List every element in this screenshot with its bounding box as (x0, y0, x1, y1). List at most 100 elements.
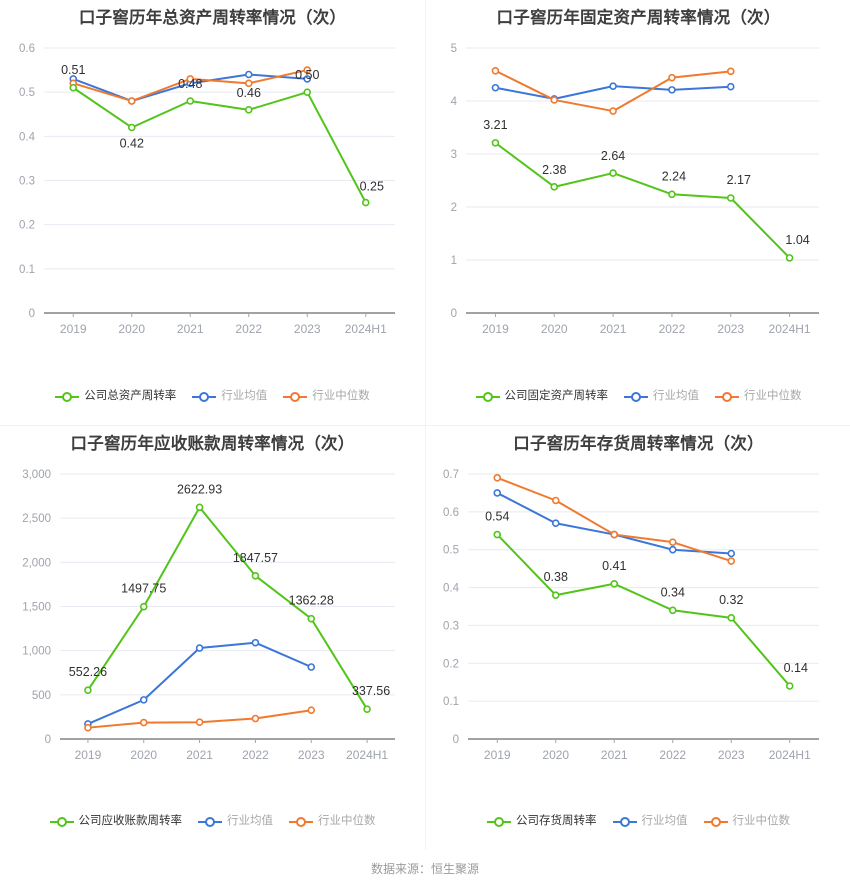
svg-text:0.7: 0.7 (443, 469, 459, 481)
legend-item-label: 行业均值 (221, 390, 268, 403)
svg-text:2020: 2020 (542, 748, 569, 762)
legend-item-label: 行业中位数 (732, 815, 791, 828)
svg-text:1497.75: 1497.75 (121, 582, 166, 596)
svg-text:0.3: 0.3 (443, 620, 459, 632)
svg-text:0.50: 0.50 (295, 68, 319, 82)
svg-text:0.2: 0.2 (443, 658, 459, 670)
svg-text:2,500: 2,500 (22, 513, 51, 525)
svg-text:2023: 2023 (294, 322, 321, 336)
legend-item-label: 公司固定资产周转率 (504, 390, 609, 403)
legend-item-label: 公司应收账款周转率 (78, 815, 183, 828)
legend-item[interactable]: 行业中位数 (715, 391, 802, 403)
svg-text:0.32: 0.32 (719, 593, 743, 607)
svg-text:2019: 2019 (484, 748, 511, 762)
svg-text:2022: 2022 (235, 322, 262, 336)
svg-text:0: 0 (451, 308, 457, 320)
svg-text:1.04: 1.04 (785, 233, 809, 247)
svg-text:0.34: 0.34 (661, 585, 685, 599)
svg-text:2019: 2019 (482, 322, 509, 336)
svg-text:2023: 2023 (298, 748, 325, 762)
legend-marker-icon (475, 391, 500, 403)
svg-text:0.41: 0.41 (602, 559, 626, 573)
svg-text:3,000: 3,000 (22, 469, 51, 481)
legend-marker-icon (715, 391, 739, 403)
svg-text:0.48: 0.48 (178, 77, 202, 91)
svg-text:2021: 2021 (601, 748, 628, 762)
chart-panel-receivables-turnover: 口子窖历年应收账款周转率情况（次） 0 500 1,000 1,500 2,000 2,5… (0, 425, 425, 850)
svg-text:337.56: 337.56 (352, 684, 390, 698)
svg-text:3: 3 (451, 149, 457, 161)
legend-marker-icon (55, 391, 80, 403)
chart-plot-area: 0 0.1 0.2 0.3 0.4 0.5 0.6 2019 2020 2021 2022 2023 2… (0, 30, 425, 340)
legend-item[interactable]: 行业中位数 (283, 391, 370, 403)
legend-item[interactable]: 行业中位数 (289, 816, 376, 828)
chart-plot-area: 0 0.1 0.2 0.3 0.4 0.5 0.6 0.7 2019 2020 2021 2022 20… (426, 456, 850, 766)
legend-item[interactable]: 行业中位数 (703, 815, 791, 828)
legend-item[interactable]: 公司固定资产周转率 (475, 390, 609, 403)
chart-panel-fixed-asset-turnover: 口子窖历年固定资产周转率情况（次） 0 1 2 3 4 5 2019 2020 2021 2022… (425, 0, 850, 425)
svg-text:4: 4 (451, 96, 458, 108)
legend-item[interactable]: 公司存货周转率 (487, 816, 597, 828)
legend-marker-icon (612, 816, 637, 828)
svg-text:2022: 2022 (659, 748, 686, 762)
svg-text:2022: 2022 (659, 322, 686, 336)
svg-text:0.3: 0.3 (19, 176, 35, 188)
chart-title: 口子窖历年应收账款周转率情况（次） (70, 435, 355, 453)
svg-text:2023: 2023 (717, 322, 744, 336)
svg-text:0.51: 0.51 (61, 63, 85, 77)
legend-item[interactable]: 行业均值 (612, 815, 688, 828)
svg-text:2024H1: 2024H1 (346, 748, 388, 762)
svg-text:0.42: 0.42 (120, 137, 144, 151)
chart-panel-total-asset-turnover: 口子窖历年总资产周转率情况（次） 0 0.1 0.2 0.3 0.4 0.5 0.6 2019… (0, 0, 425, 425)
legend-item-label: 行业均值 (227, 815, 273, 828)
legend-marker-icon (283, 391, 308, 403)
chart-title: 口子窖历年总资产周转率情况（次） (78, 9, 347, 27)
chart-legend: 公司存货周转率 行业均值 行业中位数 (426, 816, 850, 828)
legend-item[interactable]: 行业均值 (192, 391, 267, 403)
svg-text:1,000: 1,000 (22, 646, 51, 658)
svg-text:2021: 2021 (186, 748, 213, 762)
svg-text:2019: 2019 (60, 322, 87, 336)
svg-text:2,000: 2,000 (22, 557, 51, 569)
svg-text:0.2: 0.2 (19, 220, 35, 232)
chart-grid: 口子窖历年总资产周转率情况（次） 0 0.1 0.2 0.3 0.4 0.5 0.6 2019… (0, 0, 850, 850)
svg-text:0.4: 0.4 (19, 131, 36, 143)
svg-text:2024H1: 2024H1 (769, 322, 811, 336)
svg-text:3.21: 3.21 (483, 118, 507, 132)
svg-text:0.46: 0.46 (237, 86, 261, 100)
legend-item-label: 公司存货周转率 (516, 815, 597, 828)
chart-legend: 公司固定资产周转率 行业均值 行业中位数 (426, 391, 850, 403)
svg-text:2020: 2020 (541, 322, 568, 336)
legend-item[interactable]: 行业均值 (198, 816, 273, 828)
legend-marker-icon (624, 391, 648, 403)
legend-marker-icon (703, 816, 728, 828)
legend-item-label: 行业中位数 (744, 390, 802, 403)
data-source-footer: 数据来源：恒生聚源 (370, 862, 479, 876)
svg-text:0.4: 0.4 (443, 583, 460, 595)
legend-item-label: 行业均值 (641, 815, 688, 828)
chart-plot-area: 0 1 2 3 4 5 2019 2020 2021 2022 2023 2024H1 3.21 2.38… (426, 30, 850, 340)
svg-text:552.26: 552.26 (69, 665, 107, 679)
legend-item[interactable]: 行业均值 (624, 391, 699, 403)
svg-text:2019: 2019 (75, 748, 102, 762)
legend-item-label: 公司总资产周转率 (84, 390, 177, 403)
svg-text:1,500: 1,500 (22, 602, 51, 614)
svg-text:2.24: 2.24 (662, 169, 686, 183)
svg-text:2020: 2020 (130, 748, 157, 762)
legend-item-label: 行业中位数 (318, 815, 376, 828)
chart-plot-area: 0 500 1,000 1,500 2,000 2,500 3,000 2019 2020 202… (0, 456, 425, 766)
svg-text:2021: 2021 (600, 322, 627, 336)
svg-text:0.1: 0.1 (443, 696, 459, 708)
chart-title: 口子窖历年存货周转率情况（次） (513, 435, 764, 453)
svg-text:0.54: 0.54 (485, 510, 509, 524)
chart-legend: 公司应收账款周转率 行业均值 行业中位数 (0, 816, 425, 828)
legend-item[interactable]: 公司总资产周转率 (55, 391, 176, 403)
legend-item[interactable]: 公司应收账款周转率 (49, 815, 183, 828)
svg-text:0.1: 0.1 (19, 264, 35, 276)
legend-item-label: 行业均值 (653, 390, 699, 403)
legend-marker-icon (198, 816, 222, 828)
svg-text:500: 500 (32, 690, 51, 702)
svg-text:1362.28: 1362.28 (289, 594, 334, 608)
svg-text:2020: 2020 (118, 322, 145, 336)
